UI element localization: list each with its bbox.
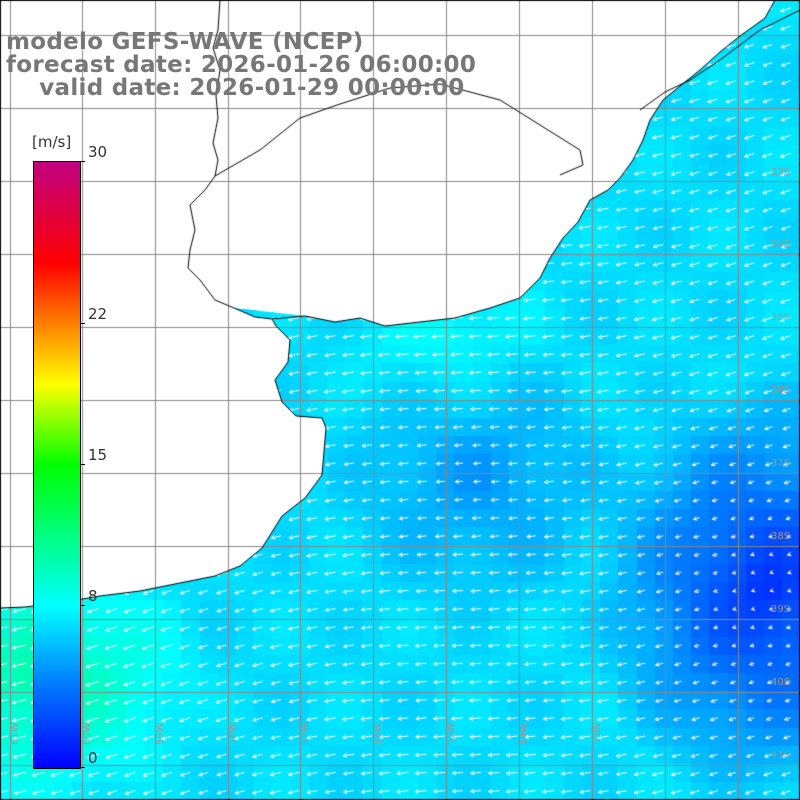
longitude-label: 54W <box>519 722 530 745</box>
latitude-label: 40S <box>771 677 791 688</box>
latitude-label: 38S <box>771 531 791 542</box>
latitude-label: 39S <box>771 604 791 615</box>
colorbar-tick-label: 0 <box>88 749 98 767</box>
colorbar-tick-label: 22 <box>88 304 108 323</box>
colorbar-tick-mark <box>80 322 85 324</box>
longitude-label: 53W <box>592 722 603 745</box>
longitude-label: 57W <box>300 722 311 745</box>
latitude-label: 34S <box>771 239 791 250</box>
longitude-label: 58W <box>228 722 239 745</box>
colorbar-tick-mark <box>80 605 85 607</box>
latitude-label: 36S <box>771 385 791 396</box>
colorbar-tick-mark <box>80 767 85 768</box>
colorbar-tick-label: 15 <box>88 446 108 464</box>
longitude-label: 61W <box>10 722 21 745</box>
latitude-label: 33S <box>771 167 791 178</box>
longitude-label: 59W <box>155 722 166 745</box>
latitude-label: 41S <box>771 750 791 761</box>
forecast-date: forecast date: 2026-01-26 06:00:00 <box>6 52 477 78</box>
longitude-label: 56W <box>373 722 384 745</box>
latitude-label: 35S <box>771 312 791 323</box>
longitude-label: 55W <box>446 722 457 745</box>
valid-date: valid date: 2026-01-29 00:00:00 <box>6 75 465 101</box>
colorbar-tick-mark <box>80 464 85 465</box>
colorbar-unit: [m/s] <box>32 133 72 151</box>
model-title: modelo GEFS-WAVE (NCEP) <box>6 29 364 55</box>
longitude-label: 60W <box>82 722 93 745</box>
colorbar-tick-mark <box>80 161 85 162</box>
colorbar-tick-label: 8 <box>88 587 98 606</box>
colorbar-tick-label: 30 <box>88 143 108 161</box>
latitude-label: 37S <box>771 458 791 469</box>
colorbar <box>33 161 81 769</box>
